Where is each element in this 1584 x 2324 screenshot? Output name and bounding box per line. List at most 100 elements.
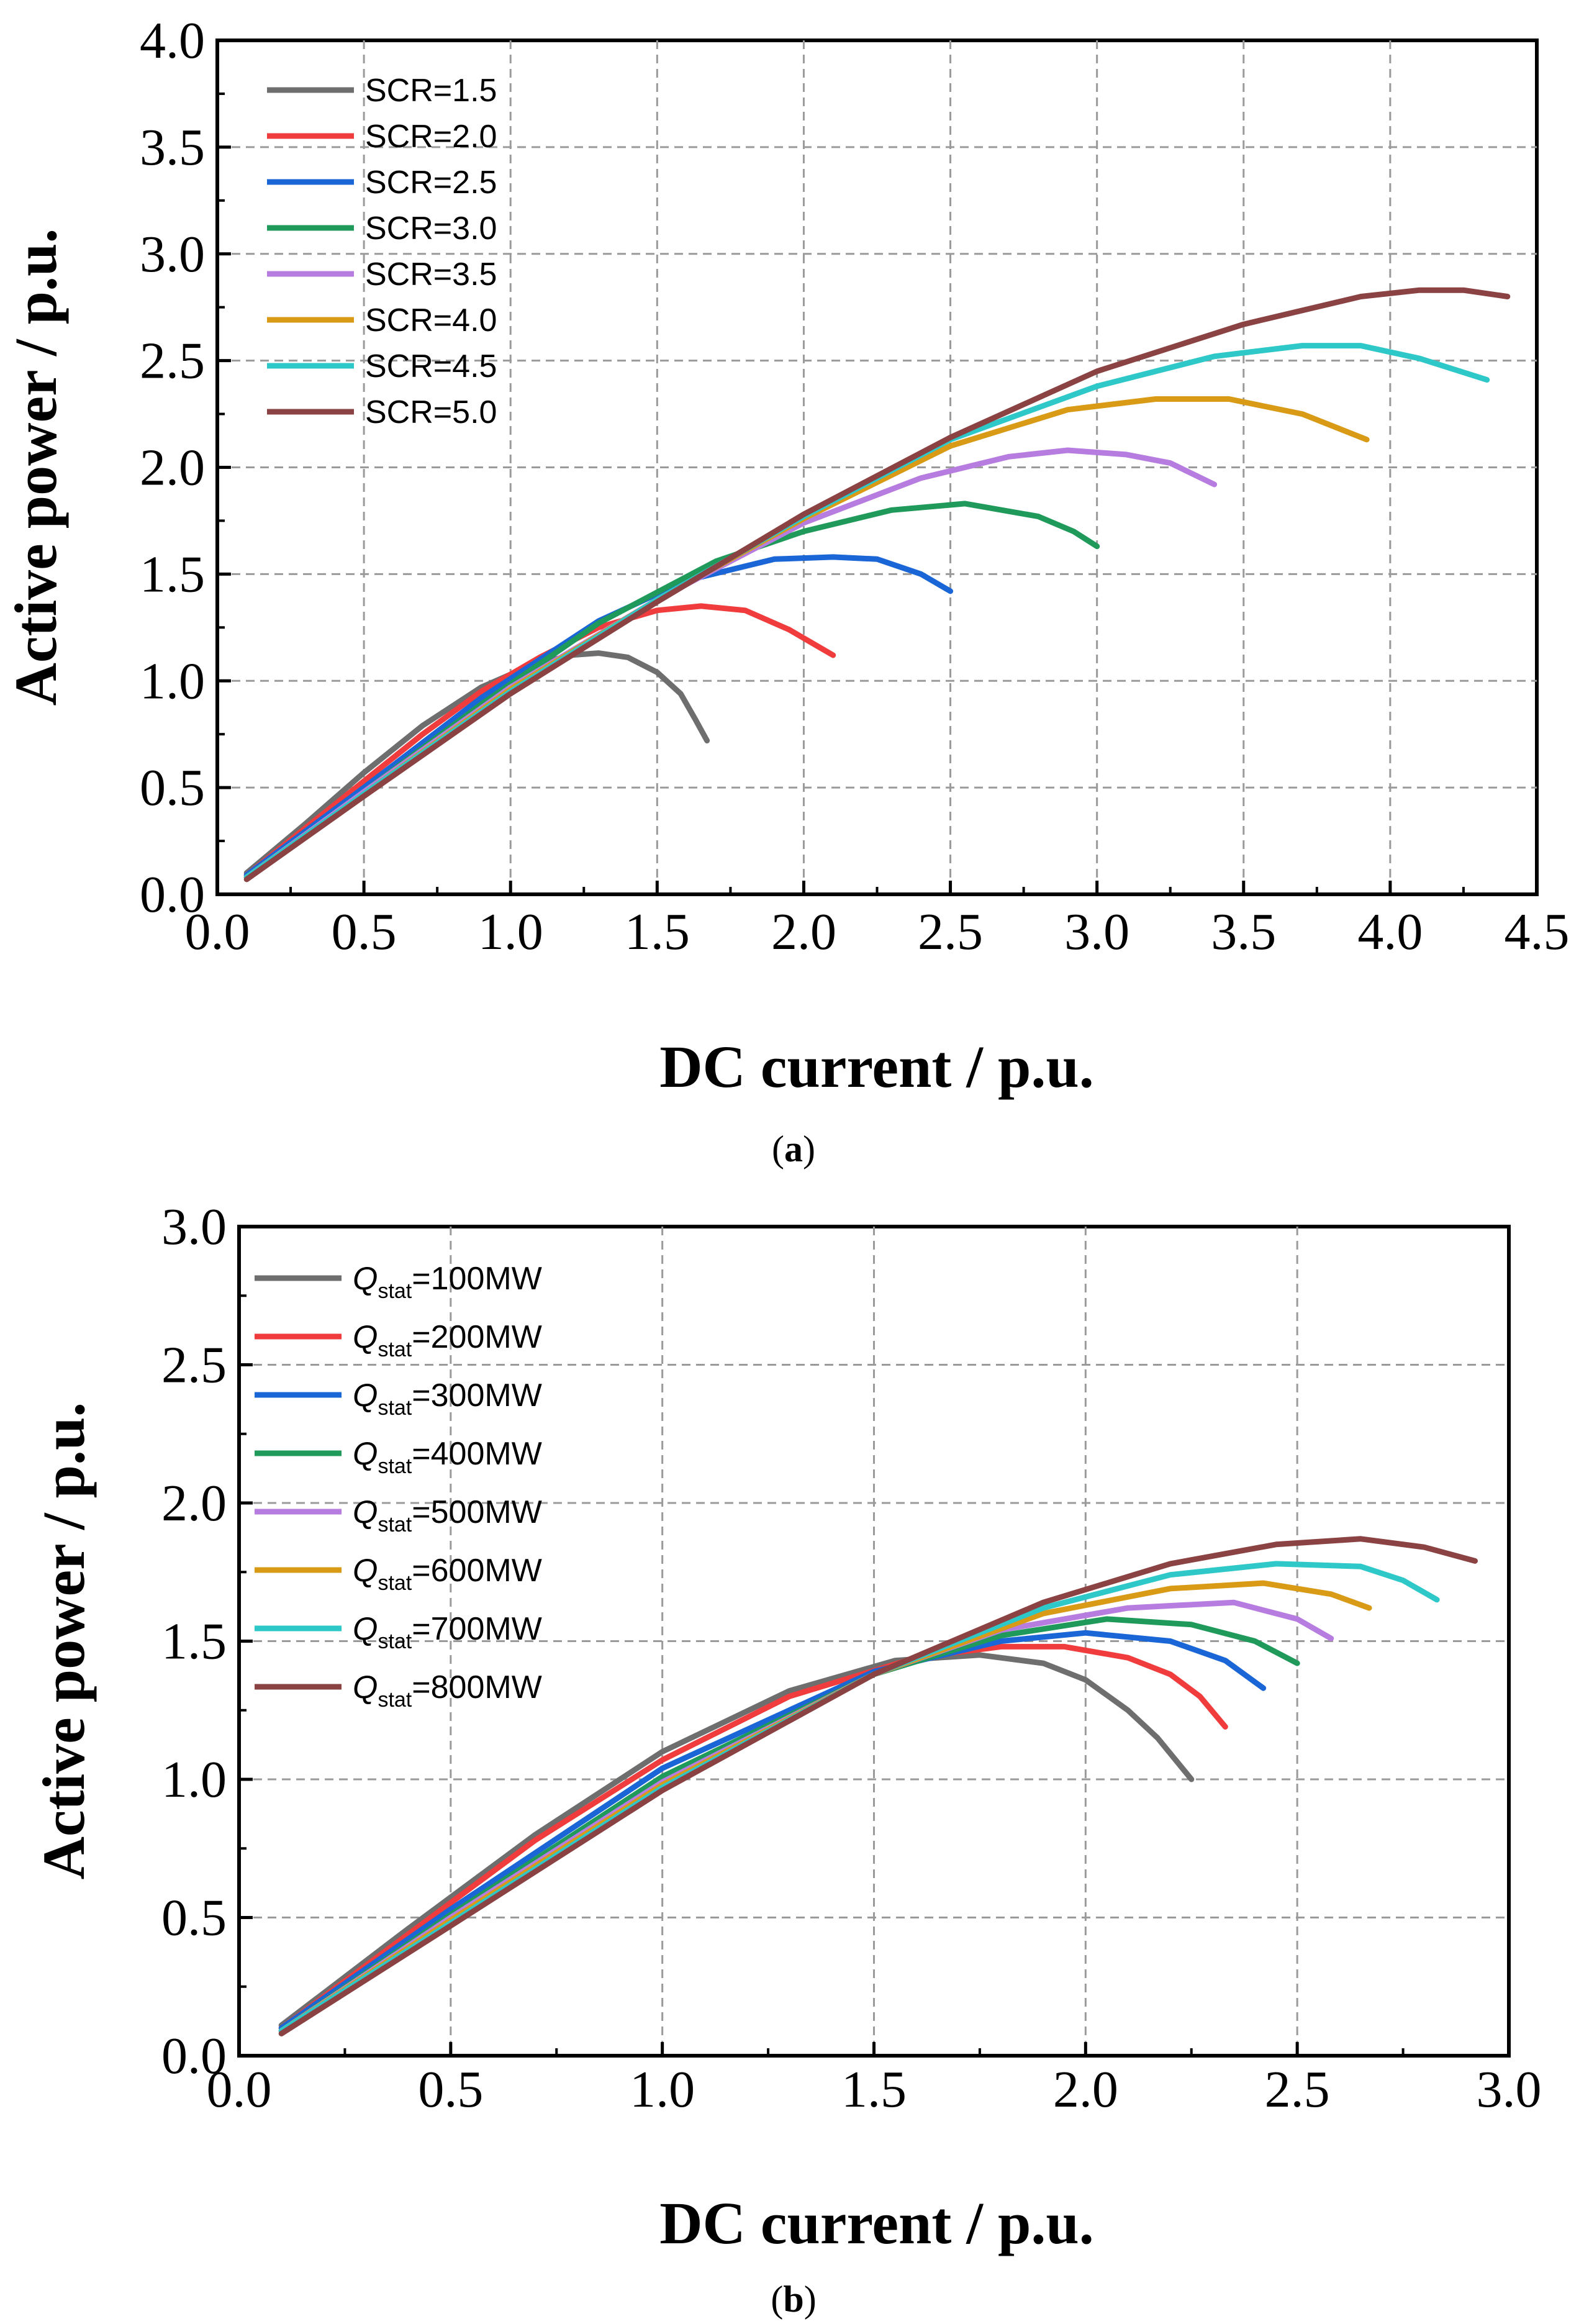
y-tick-label: 0.5 [161, 1889, 227, 1947]
chart-b: 0.0 0.5 1.0 1.5 2.0 2.5 3.0 0.0 0.5 1.0 1.5 2.0 2.5 3… [30, 1198, 1542, 2320]
x-tick-label: 2.0 [1053, 2061, 1118, 2118]
legend-a: SCR=1.5 SCR=2.0 SCR=2.5 SCR=3.0 SCR=3.5 SCR=4… [267, 73, 497, 430]
grid-a [217, 40, 1537, 894]
legend-label: Qstat=300MW [353, 1378, 542, 1420]
x-tick-label: 2.5 [918, 903, 983, 961]
y-tick-label: 0.0 [161, 2027, 227, 2085]
y-tick-label: 3.0 [140, 225, 205, 283]
legend-subscript: stat [378, 1455, 412, 1478]
series-line-8 [243, 287, 1511, 883]
ticks-a: 0.0 0.5 1.0 1.5 2.0 2.5 3.0 3.5 4.0 4.5 0.0 0.5 1.0 1… [140, 12, 1570, 961]
y-tick-label: 1.5 [140, 545, 205, 603]
x-tick-label: 1.0 [630, 2061, 695, 2118]
x-axis-title-a: DC current / p.u. [659, 1033, 1094, 1100]
legend-b: Qstat=100MWQstat=200MWQstat=300MWQstat=4… [255, 1261, 542, 1712]
legend-label: SCR=3.0 [365, 211, 497, 247]
legend-label: SCR=4.5 [365, 348, 497, 384]
y-axis-title-b: Active power / p.u. [30, 1402, 97, 1880]
legend-symbol: Q [353, 1436, 378, 1472]
y-tick-label: 2.0 [140, 439, 205, 497]
series-line-3 [243, 554, 954, 878]
y-tick-label: 1.0 [161, 1751, 227, 1809]
legend-symbol: Q [353, 1261, 378, 1297]
y-tick-label: 1.0 [140, 652, 205, 710]
legend-label: SCR=5.0 [365, 394, 497, 430]
series-line-5 [278, 1599, 1334, 2034]
legend-label: SCR=2.0 [365, 119, 497, 155]
series-line-1 [243, 650, 710, 876]
y-tick-label: 4.0 [140, 12, 205, 70]
x-tick-label: 3.5 [1211, 903, 1276, 961]
x-tick-label: 2.0 [771, 903, 836, 961]
legend-label: Qstat=400MW [353, 1436, 542, 1478]
legend-label: SCR=1.5 [365, 73, 497, 109]
y-tick-label: 2.5 [161, 1337, 227, 1394]
panel-caption-a-letter: a [784, 1128, 803, 1169]
y-tick-label: 2.0 [161, 1474, 227, 1532]
x-tick-label: 2.5 [1265, 2061, 1330, 2118]
x-tick-label: 0.5 [418, 2061, 483, 2118]
panel-caption-b: (b) [771, 2279, 816, 2320]
x-tick-label: 1.5 [841, 2061, 907, 2118]
grid-b [239, 1227, 1509, 2056]
x-tick-label: 0.0 [185, 903, 250, 961]
x-tick-label: 4.5 [1505, 903, 1570, 961]
series-line-6 [278, 1580, 1372, 2034]
legend-label: Qstat=800MW [353, 1669, 542, 1712]
legend-subscript: stat [378, 1688, 412, 1712]
x-axis-title-b: DC current / p.u. [659, 2190, 1094, 2256]
y-tick-label: 3.5 [140, 119, 205, 176]
legend-label: SCR=4.0 [365, 302, 497, 338]
chart-a: 0.0 0.5 1.0 1.5 2.0 2.5 3.0 3.5 4.0 4.5 0.0 0.5 1.0 1… [2, 12, 1570, 1169]
x-tick-label: 4.0 [1357, 903, 1423, 961]
x-tick-label: 1.0 [478, 903, 543, 961]
legend-subscript: stat [378, 1396, 412, 1420]
y-tick-label: 3.0 [161, 1198, 227, 1256]
legend-label: Qstat=500MW [353, 1494, 542, 1536]
legend-value: =500MW [412, 1494, 542, 1530]
x-tick-label: 0.5 [332, 903, 397, 961]
y-tick-label: 0.0 [140, 866, 205, 924]
series-line-2 [243, 603, 836, 878]
series-b [278, 1536, 1478, 2036]
legend-value: =300MW [412, 1378, 542, 1414]
legend-label: SCR=3.5 [365, 256, 497, 293]
panel-caption-a: (a) [772, 1128, 815, 1169]
x-tick-label: 1.5 [625, 903, 690, 961]
y-tick-label: 2.5 [140, 332, 205, 390]
y-tick-label: 1.5 [161, 1613, 227, 1671]
legend-symbol: Q [353, 1553, 378, 1589]
legend-label: Qstat=100MW [353, 1261, 542, 1303]
legend-symbol: Q [353, 1611, 378, 1647]
series-line-4 [243, 501, 1100, 880]
legend-value: =100MW [412, 1261, 542, 1297]
legend-subscript: stat [378, 1513, 412, 1536]
legend-symbol: Q [353, 1378, 378, 1414]
legend-symbol: Q [353, 1494, 378, 1530]
legend-subscript: stat [378, 1279, 412, 1303]
legend-value: =700MW [412, 1611, 542, 1647]
y-axis-title-a: Active power / p.u. [2, 229, 69, 706]
x-tick-label: 0.0 [207, 2061, 272, 2118]
legend-symbol: Q [353, 1319, 378, 1355]
series-a [243, 287, 1511, 883]
ticks-b: 0.0 0.5 1.0 1.5 2.0 2.5 3.0 0.0 0.5 1.0 1.5 2.0 2.5 3… [161, 1198, 1542, 2118]
legend-subscript: stat [378, 1571, 412, 1595]
legend-label: SCR=2.5 [365, 165, 497, 201]
legend-symbol: Q [353, 1669, 378, 1705]
legend-value: =800MW [412, 1669, 542, 1705]
series-line-8 [278, 1536, 1478, 2036]
series-line-4 [278, 1616, 1300, 2034]
legend-value: =400MW [412, 1436, 542, 1472]
y-tick-label: 0.5 [140, 759, 205, 817]
panel-caption-b-letter: b [783, 2279, 803, 2320]
x-tick-label: 3.0 [1477, 2061, 1542, 2118]
legend-label: Qstat=600MW [353, 1553, 542, 1595]
x-tick-label: 3.0 [1064, 903, 1129, 961]
legend-value: =200MW [412, 1319, 542, 1355]
legend-label: Qstat=700MW [353, 1611, 542, 1653]
legend-label: Qstat=200MW [353, 1319, 542, 1361]
legend-value: =600MW [412, 1553, 542, 1589]
series-line-5 [243, 447, 1218, 880]
